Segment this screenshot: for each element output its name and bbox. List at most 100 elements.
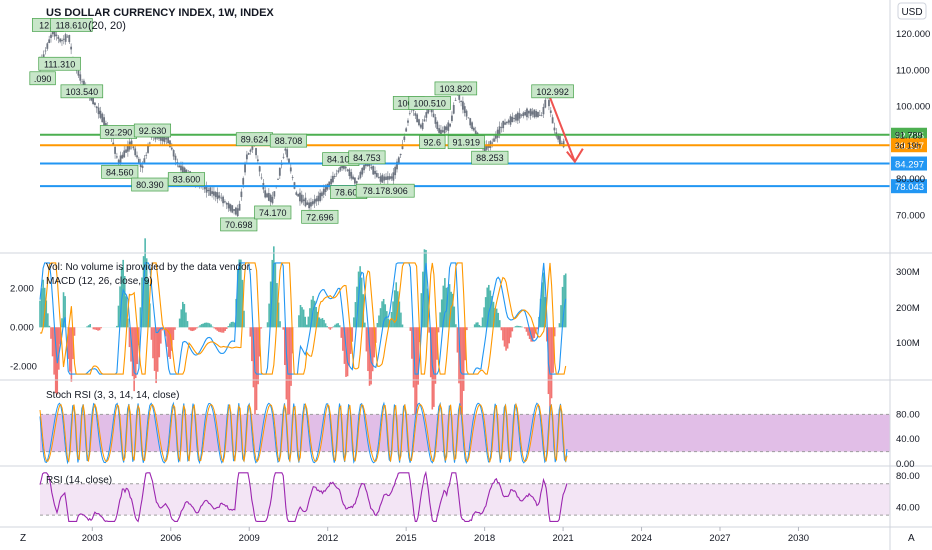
candle-body xyxy=(350,172,353,179)
candle-body xyxy=(379,176,382,182)
macd-histogram-bar xyxy=(533,327,536,339)
stoch-tick-label: 40.00 xyxy=(896,434,920,445)
volume-tick-label: 100M xyxy=(896,338,920,349)
macd-histogram-bar xyxy=(400,312,402,328)
candle-body xyxy=(374,170,376,175)
candle-body xyxy=(447,122,450,131)
macd-histogram-bar xyxy=(58,327,60,370)
candle-body xyxy=(560,143,563,144)
candle-body xyxy=(467,117,470,119)
candle-body xyxy=(277,178,279,180)
macd-histogram-bar xyxy=(389,320,391,328)
macd-histogram-bar xyxy=(337,323,339,328)
price-tick-label: 110.000 xyxy=(896,65,930,76)
candle-body xyxy=(533,109,536,118)
candle-body xyxy=(236,208,239,217)
candle-body xyxy=(64,34,67,42)
candle-body xyxy=(121,154,124,159)
macd-histogram-bar xyxy=(491,296,493,328)
macd-histogram-bar xyxy=(505,327,507,351)
macd-histogram-bar xyxy=(178,318,181,328)
macd-histogram-bar xyxy=(62,292,65,328)
footer-right-letter[interactable]: A xyxy=(908,533,915,544)
macd-histogram-bar xyxy=(211,326,214,328)
candle-body xyxy=(328,181,331,187)
macd-histogram-bar xyxy=(348,327,350,366)
macd-histogram-bar xyxy=(48,325,51,328)
candle-body xyxy=(148,142,151,144)
macd-histogram-bar xyxy=(379,308,382,328)
candle-body xyxy=(419,124,422,128)
price-tick-label: 120.000 xyxy=(896,29,930,40)
macd-histogram-bar xyxy=(477,322,479,328)
candle-body xyxy=(66,36,69,38)
macd-histogram-bar xyxy=(398,301,401,328)
pivot-label: 84.100 xyxy=(327,155,355,165)
candle-body xyxy=(59,38,62,42)
macd-histogram-bar xyxy=(218,327,220,332)
macd-histogram-bar xyxy=(180,309,183,328)
candle-body xyxy=(249,149,252,152)
trend-arrow xyxy=(549,97,576,163)
macd-histogram-bar xyxy=(192,327,195,331)
macd-histogram-bar xyxy=(203,322,206,328)
candle-body xyxy=(183,167,186,175)
macd-histogram-bar xyxy=(409,327,412,331)
last-price-countdown: 3d 19h xyxy=(895,140,921,150)
pivot-label: 88.708 xyxy=(275,136,303,146)
candle-body xyxy=(322,188,325,195)
candle-body xyxy=(178,165,181,168)
macd-histogram-bar xyxy=(528,327,531,339)
candle-body xyxy=(167,135,170,144)
pivot-label: 78.178.906 xyxy=(363,186,408,196)
macd-histogram-bar xyxy=(166,327,168,347)
candle-body xyxy=(504,122,506,125)
macd-histogram-bar xyxy=(318,317,321,328)
macd-histogram-bar xyxy=(305,324,308,328)
macd-histogram-bar xyxy=(274,262,277,328)
macd-histogram-bar xyxy=(367,327,369,372)
candle-body xyxy=(485,145,488,150)
pivot-label: 103.540 xyxy=(66,87,99,97)
macd-histogram-bar xyxy=(123,276,126,328)
candle-body xyxy=(526,108,528,118)
macd-histogram-bar xyxy=(95,327,98,330)
candle-body xyxy=(370,167,373,169)
macd-histogram-bar xyxy=(189,327,192,331)
pivot-label-box xyxy=(167,172,206,186)
macd-histogram-bar xyxy=(252,327,255,388)
macd-histogram-bar xyxy=(371,327,374,372)
pivot-label-box xyxy=(348,150,386,165)
rsi-tick-label: 40.00 xyxy=(896,502,920,513)
rsi-line xyxy=(39,470,568,523)
macd-histogram-bar xyxy=(563,275,565,328)
macd-histogram-bar xyxy=(560,305,562,328)
candle-body xyxy=(143,158,146,164)
candle-body xyxy=(394,166,397,176)
candle-body xyxy=(269,194,272,203)
price-level-tag-3 xyxy=(891,179,927,194)
candle-body xyxy=(491,142,494,144)
macd-histogram-bar xyxy=(222,327,225,333)
macd-histogram-bar xyxy=(61,318,63,328)
macd-histogram-bar xyxy=(186,321,189,328)
candle-body xyxy=(505,121,508,124)
footer-left-letter[interactable]: Z xyxy=(20,533,26,544)
candle-body xyxy=(537,111,539,118)
macd-histogram-bar xyxy=(309,308,311,328)
currency-badge[interactable] xyxy=(897,2,927,20)
macd-histogram-bar xyxy=(251,327,253,362)
candle-body xyxy=(123,150,126,158)
candle-body xyxy=(502,120,505,129)
candle-body xyxy=(244,164,246,173)
candle-body xyxy=(77,70,80,76)
macd-histogram-bar xyxy=(171,327,173,351)
candle-body xyxy=(289,167,292,172)
pivot-label: 92.6 xyxy=(424,138,442,148)
candle-body xyxy=(359,171,362,178)
candle-body xyxy=(211,191,213,194)
macd-histogram-bar xyxy=(332,326,335,328)
macd-histogram-bar xyxy=(356,286,358,328)
candle-body xyxy=(471,122,473,129)
